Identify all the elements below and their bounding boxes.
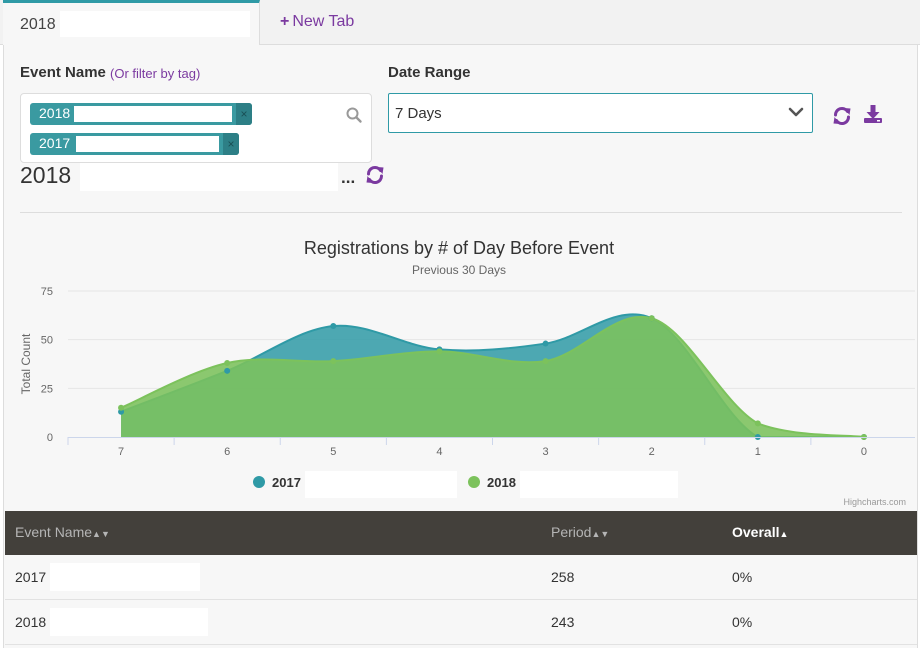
sort-up-icon: ▲ (779, 529, 789, 539)
redacted-block (305, 471, 457, 498)
tag-label: 2018 (39, 105, 71, 121)
legend-marker (253, 476, 265, 488)
x-tick-label: 6 (224, 446, 230, 458)
ellipsis: ... (341, 168, 356, 187)
series-line-2018 (120, 315, 865, 438)
tag-label: 2017 (39, 135, 71, 151)
x-tick-label: 7 (118, 446, 124, 458)
y-tick-label: 25 (41, 383, 53, 395)
date-range-value: 7 Days (395, 105, 442, 122)
x-tick-label: 4 (436, 446, 442, 458)
cell-period: 258 (551, 569, 575, 585)
refresh-icon[interactable] (364, 164, 386, 186)
data-point (224, 360, 231, 367)
date-range-select[interactable]: 7 Days (388, 93, 813, 133)
remove-tag-icon[interactable]: × (223, 133, 239, 155)
redacted-block (60, 11, 250, 37)
refresh-icon[interactable] (831, 105, 853, 127)
x-tick-label: 3 (543, 446, 549, 458)
header-event-name[interactable]: Event Name▲▼ (15, 524, 110, 540)
data-point (224, 367, 231, 374)
y-axis-label: Total Count (19, 333, 33, 394)
legend-item-2018[interactable]: 2018 (487, 475, 516, 490)
tag-2017: 2017 × (30, 133, 239, 155)
filter-by-tag-link[interactable]: (Or filter by tag) (110, 66, 201, 81)
x-tick-label: 5 (330, 446, 336, 458)
cell-overall: 0% (732, 569, 753, 585)
sort-icon: ▲▼ (591, 529, 610, 539)
series-area-2018 (121, 316, 864, 437)
x-tick-label: 1 (755, 446, 761, 458)
data-point (118, 404, 125, 411)
cell-overall: 0% (732, 614, 753, 630)
search-icon[interactable] (345, 106, 363, 124)
chevron-down-icon (788, 107, 804, 117)
chart-title: Registrations by # of Day Before Event (304, 238, 614, 258)
registrations-chart: Registrations by # of Day Before Event Pr… (19, 238, 915, 507)
data-point (330, 358, 337, 365)
data-point (542, 358, 549, 365)
y-tick-label: 50 (41, 335, 53, 347)
download-icon[interactable] (862, 103, 884, 125)
redacted-block (80, 163, 338, 191)
redacted-block (76, 136, 219, 152)
x-tick-label: 2 (649, 446, 655, 458)
x-tick-label: 0 (861, 446, 867, 458)
chart-subtitle: Previous 30 Days (412, 263, 506, 277)
table-header: Event Name▲▼ Period▲▼ Overall▲ (5, 511, 917, 555)
header-label: Period (551, 524, 592, 540)
tag-2018: 2018 × (30, 103, 252, 125)
new-tab-label: New Tab (292, 13, 355, 30)
data-point (436, 348, 443, 355)
header-period[interactable]: Period▲▼ (551, 524, 609, 540)
divider (20, 212, 902, 213)
tab-label: 2018 (20, 16, 56, 33)
redacted-block (50, 608, 208, 636)
date-range-label: Date Range (388, 64, 471, 81)
header-overall[interactable]: Overall▲ (732, 524, 788, 540)
y-tick-label: 75 (41, 286, 53, 298)
report-title: 2018 (20, 162, 72, 188)
event-name-label: Event Name (20, 64, 106, 81)
tab-2018[interactable]: 2018 (3, 0, 260, 45)
header-label: Overall (732, 524, 780, 540)
redacted-block (74, 106, 232, 122)
legend-item-2017[interactable]: 2017 (272, 475, 301, 490)
sort-icon: ▲▼ (92, 529, 110, 539)
cell-event-name: 2017 (15, 569, 47, 585)
new-tab-button[interactable]: + New Tab (280, 13, 354, 31)
table-row[interactable]: 2018 243 0% (5, 600, 917, 645)
data-point (754, 420, 761, 427)
data-point (330, 323, 337, 330)
redacted-block (520, 471, 678, 498)
plus-icon: + (280, 13, 290, 30)
data-point (648, 315, 655, 322)
event-tag-input[interactable]: 2018 × 2017 × (20, 93, 372, 163)
cell-period: 243 (551, 614, 575, 630)
redacted-block (50, 563, 200, 591)
chart-credits: Highcharts.com (843, 497, 906, 507)
legend-marker (468, 476, 480, 488)
tab-bar: 2018 + New Tab (0, 0, 920, 45)
remove-tag-icon[interactable]: × (236, 103, 252, 125)
y-tick-label: 0 (47, 432, 53, 444)
data-point (542, 340, 549, 347)
cell-event-name: 2018 (15, 614, 47, 630)
header-label: Event Name (15, 524, 93, 540)
table-row[interactable]: 2017 258 0% (5, 555, 917, 600)
